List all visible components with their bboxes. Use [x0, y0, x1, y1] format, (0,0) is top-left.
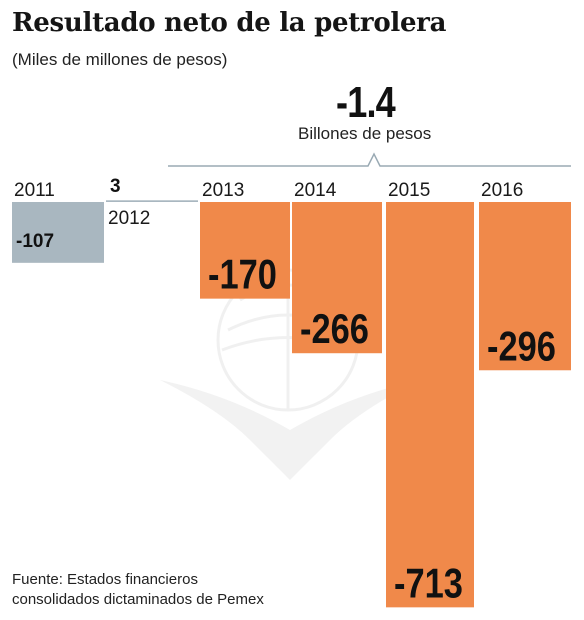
value-label-2011: -107 — [16, 231, 54, 252]
year-label-2015: 2015 — [388, 180, 430, 201]
chart-title: Resultado neto de la petrolera — [12, 8, 447, 38]
value-label-2013: -170 — [208, 251, 277, 298]
source-line-2: consolidados dictaminados de Pemex — [12, 591, 264, 608]
value-label-2016: -296 — [487, 323, 556, 370]
total-value: -1.4 — [336, 78, 396, 127]
bar-2015 — [386, 202, 474, 608]
bars-group — [12, 200, 571, 608]
bar-2012 — [106, 200, 198, 202]
bar-2011 — [12, 202, 104, 263]
bar-2016 — [479, 202, 571, 371]
year-labels: 2011 2012 2013 2014 2015 2016 — [14, 180, 523, 229]
source-note: Fuente: Estados financieros consolidados… — [12, 570, 264, 610]
total-bracket — [168, 152, 571, 167]
year-label-2011: 2011 — [14, 180, 55, 201]
value-label-2012: 3 — [110, 176, 121, 197]
year-label-2016: 2016 — [481, 180, 523, 201]
year-label-2014: 2014 — [294, 180, 337, 201]
bar-2014 — [292, 202, 382, 354]
bracket-line — [168, 152, 571, 167]
year-label-2013: 2013 — [202, 180, 244, 201]
bar-2013 — [200, 202, 290, 299]
value-labels: -107 3 -170 -266 -713 -296 — [16, 176, 556, 607]
total-unit: Billones de pesos — [298, 124, 432, 143]
source-line-1: Fuente: Estados financieros — [12, 571, 198, 588]
year-label-2012: 2012 — [108, 208, 150, 229]
value-label-2014: -266 — [300, 306, 369, 353]
chart-subtitle: (Miles de millones de pesos) — [12, 50, 228, 69]
value-label-2015: -713 — [394, 560, 463, 607]
